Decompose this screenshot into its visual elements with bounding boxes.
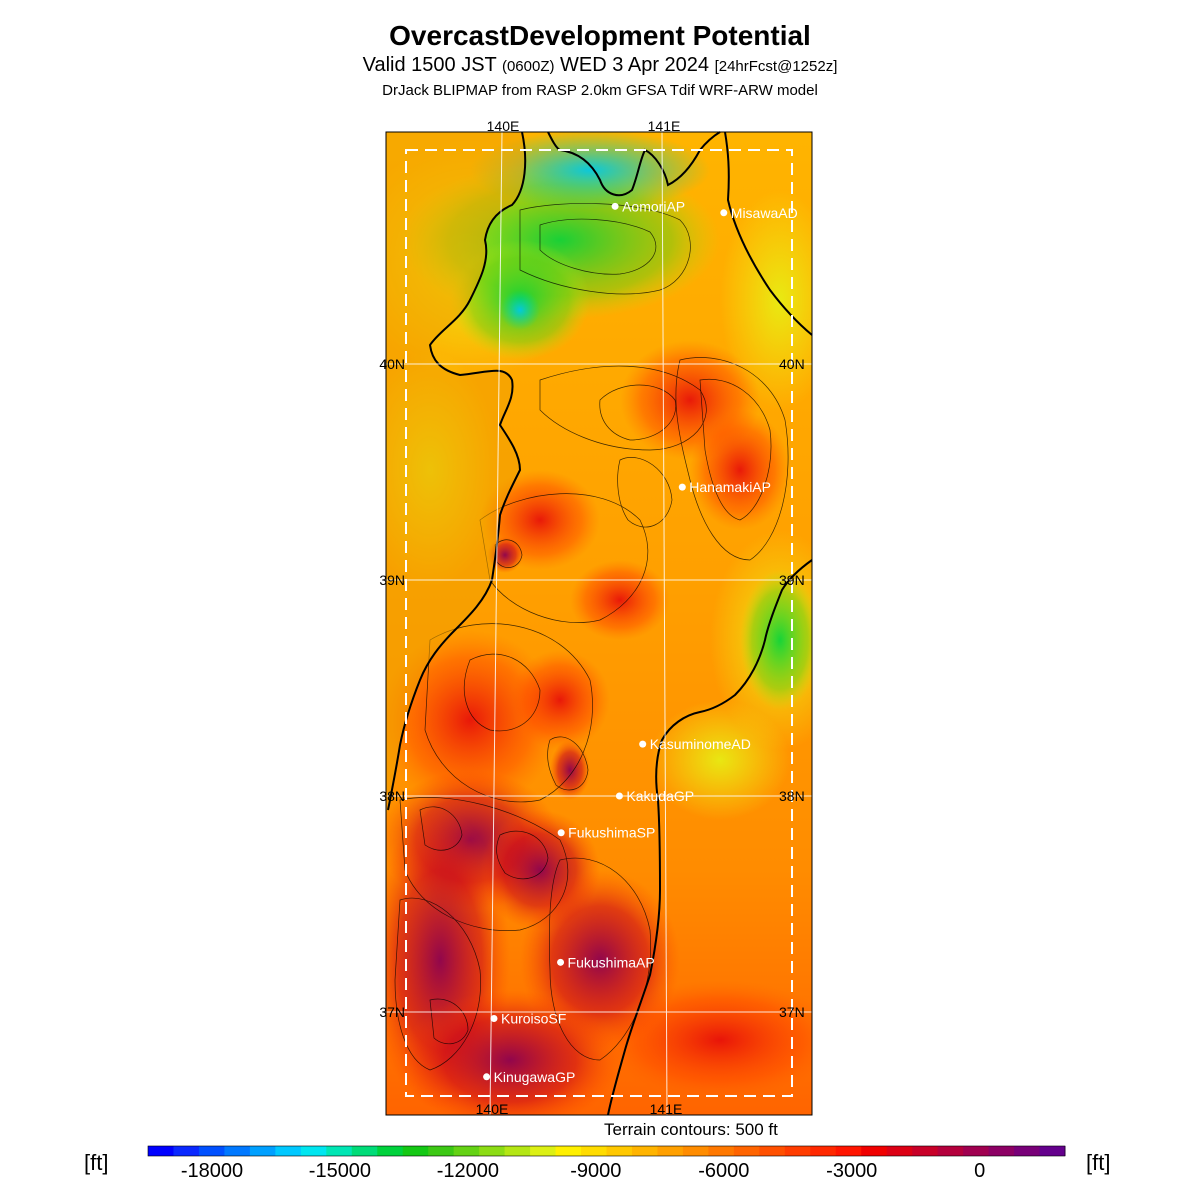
lon-label-bottom: 141E — [650, 1101, 683, 1117]
colorbar-swatch — [326, 1146, 353, 1156]
colorbar-swatch — [249, 1146, 276, 1156]
forecast-info: [24hrFcst@1252z] — [714, 58, 838, 75]
colorbar-swatch — [148, 1146, 174, 1156]
station-label: KakudaGP — [626, 788, 694, 804]
lat-label-right: 39N — [779, 572, 805, 588]
station-label: HanamakiAP — [689, 479, 771, 495]
colorbar-swatch — [861, 1146, 888, 1156]
colorbar-swatch — [504, 1146, 531, 1156]
station-label: MisawaAD — [731, 205, 798, 221]
colorbar-swatch — [886, 1146, 913, 1156]
colorbar-swatch — [1014, 1146, 1041, 1156]
colorbar-swatch — [479, 1146, 506, 1156]
terrain-contours — [394, 203, 789, 1071]
colorbar-swatch — [428, 1146, 455, 1156]
station-markers: AomoriAP MisawaAD HanamakiAP KasuminomeAD Ka… — [483, 198, 798, 1085]
map-title: OvercastDevelopment Potential — [389, 20, 811, 51]
lon-label-top: 140E — [487, 118, 520, 134]
colorbar-swatch — [963, 1146, 990, 1156]
station-label: KasuminomeAD — [650, 736, 751, 752]
station-label: FukushimaAP — [568, 954, 655, 970]
colorbar-swatch — [173, 1146, 200, 1156]
colorbar-swatch — [377, 1146, 404, 1156]
station-label: AomoriAP — [622, 198, 685, 214]
colorbar-swatch — [198, 1146, 225, 1156]
model-description: DrJack BLIPMAP from RASP 2.0km GFSA Tdif… — [382, 82, 818, 99]
colorbar-swatch — [224, 1146, 251, 1156]
valid-time: Valid 1500 JST — [362, 54, 502, 76]
colorbar-swatch — [631, 1146, 658, 1156]
colorbar-unit-left: [ft] — [84, 1150, 109, 1175]
colorbar-swatch — [733, 1146, 760, 1156]
lon-label-bottom: 140E — [476, 1101, 509, 1117]
color-scale-bar — [147, 1145, 1066, 1157]
colorbar-tick-label: -6000 — [698, 1160, 750, 1182]
lat-label-right: 38N — [779, 788, 805, 804]
colorbar-swatch — [759, 1146, 786, 1156]
sea-of-japan — [386, 132, 526, 815]
lat-label-right: 37N — [779, 1004, 805, 1020]
lat-label-left: 37N — [379, 1004, 405, 1020]
utc-time: (0600Z) — [501, 58, 555, 75]
colorbar-swatch — [300, 1146, 327, 1156]
colorbar-swatch — [606, 1146, 633, 1156]
colorbar-tick-label: -12000 — [436, 1160, 500, 1182]
colorbar-swatch — [275, 1146, 302, 1156]
station-dot-FukushimaAP — [557, 958, 565, 966]
map-frame — [385, 131, 813, 1116]
forecast-field — [386, 132, 812, 1115]
station-label: KinugawaGP — [494, 1069, 576, 1085]
station-dot-KuroisoSF — [490, 1014, 498, 1022]
valid-date: WED 3 Apr 2024 — [554, 54, 715, 76]
colorbar-swatch — [682, 1146, 709, 1156]
colorbar-tick-label: 0 — [974, 1160, 986, 1182]
colorbar-swatch — [784, 1146, 811, 1156]
axis-labels: 140E 141E 140E 141E 40N 39N 38N 37N 40N … — [379, 118, 804, 1117]
colorbar-swatch — [708, 1146, 735, 1156]
station-dot-KasuminomeAD — [639, 740, 647, 748]
station-label: KuroisoSF — [501, 1010, 566, 1026]
colorbar-frame — [147, 1145, 1066, 1157]
colorbar-tick-label: -18000 — [180, 1160, 244, 1182]
colorbar-unit-right: [ft] — [1086, 1150, 1111, 1175]
station-label: FukushimaSP — [568, 825, 655, 841]
colorbar-swatch — [937, 1146, 964, 1156]
lat-label-right: 40N — [779, 356, 805, 372]
colorbar-swatch — [810, 1146, 837, 1156]
station-dot-FukushimaSP — [557, 829, 565, 837]
lon-label-top: 141E — [648, 118, 681, 134]
lat-label-left: 40N — [379, 356, 405, 372]
colorbar-swatch — [581, 1146, 607, 1156]
station-dot-KinugawaGP — [483, 1073, 491, 1081]
colorbar-swatch — [555, 1146, 582, 1156]
station-dot-AomoriAP — [611, 202, 619, 210]
station-dot-HanamakiAP — [678, 483, 686, 491]
colorbar-swatch — [912, 1146, 939, 1156]
station-dot-KakudaGP — [615, 792, 623, 800]
lat-lon-grid — [386, 131, 812, 1116]
colorbar-swatch — [835, 1146, 862, 1156]
lat-label-left: 39N — [379, 572, 405, 588]
colorbar-swatch — [351, 1146, 378, 1156]
terrain-contour-note: Terrain contours: 500 ft — [604, 1120, 778, 1139]
colorbar-swatch — [453, 1146, 480, 1156]
colorbar-tick-label: -9000 — [570, 1160, 622, 1182]
colorbar-swatch — [402, 1146, 429, 1156]
colorbar-swatch — [988, 1146, 1015, 1156]
inner-domain-box — [405, 149, 793, 1097]
valid-time-line: Valid 1500 JST (0600Z) WED 3 Apr 2024 [2… — [0, 54, 1200, 77]
colorbar-swatch — [530, 1146, 557, 1156]
colorbar-swatch — [1039, 1146, 1066, 1156]
colorbar-swatch — [657, 1146, 684, 1156]
lat-label-left: 38N — [379, 788, 405, 804]
station-dot-MisawaAD — [720, 209, 728, 217]
colorbar-tick-label: -15000 — [308, 1160, 372, 1182]
colorbar-tick-label: -3000 — [826, 1160, 878, 1182]
